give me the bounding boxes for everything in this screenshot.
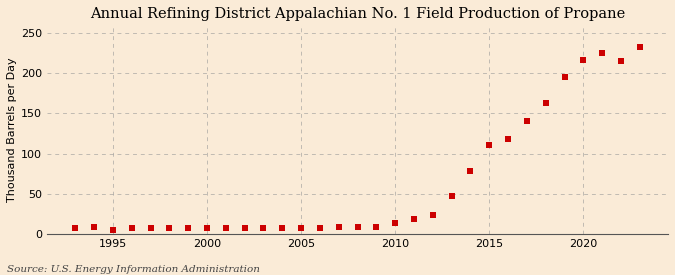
Point bbox=[446, 194, 457, 198]
Point bbox=[164, 226, 175, 230]
Point bbox=[221, 226, 232, 230]
Point bbox=[465, 169, 476, 174]
Title: Annual Refining District Appalachian No. 1 Field Production of Propane: Annual Refining District Appalachian No.… bbox=[90, 7, 625, 21]
Point bbox=[578, 58, 589, 62]
Point bbox=[503, 137, 514, 141]
Point bbox=[559, 75, 570, 79]
Point bbox=[484, 143, 495, 148]
Point bbox=[183, 226, 194, 230]
Point bbox=[70, 226, 81, 230]
Point bbox=[333, 224, 344, 229]
Point bbox=[634, 45, 645, 50]
Point bbox=[389, 221, 400, 226]
Text: Source: U.S. Energy Information Administration: Source: U.S. Energy Information Administ… bbox=[7, 265, 260, 274]
Point bbox=[202, 226, 213, 230]
Point bbox=[107, 228, 118, 232]
Point bbox=[522, 118, 533, 123]
Point bbox=[277, 226, 288, 230]
Point bbox=[126, 226, 137, 230]
Y-axis label: Thousand Barrels per Day: Thousand Barrels per Day bbox=[7, 57, 17, 202]
Point bbox=[371, 224, 382, 229]
Point bbox=[88, 224, 99, 229]
Point bbox=[239, 226, 250, 230]
Point bbox=[427, 213, 438, 218]
Point bbox=[145, 225, 156, 230]
Point bbox=[597, 51, 608, 55]
Point bbox=[352, 224, 363, 229]
Point bbox=[296, 226, 306, 230]
Point bbox=[408, 217, 419, 222]
Point bbox=[616, 59, 626, 63]
Point bbox=[541, 101, 551, 105]
Point bbox=[258, 226, 269, 230]
Point bbox=[315, 225, 325, 230]
